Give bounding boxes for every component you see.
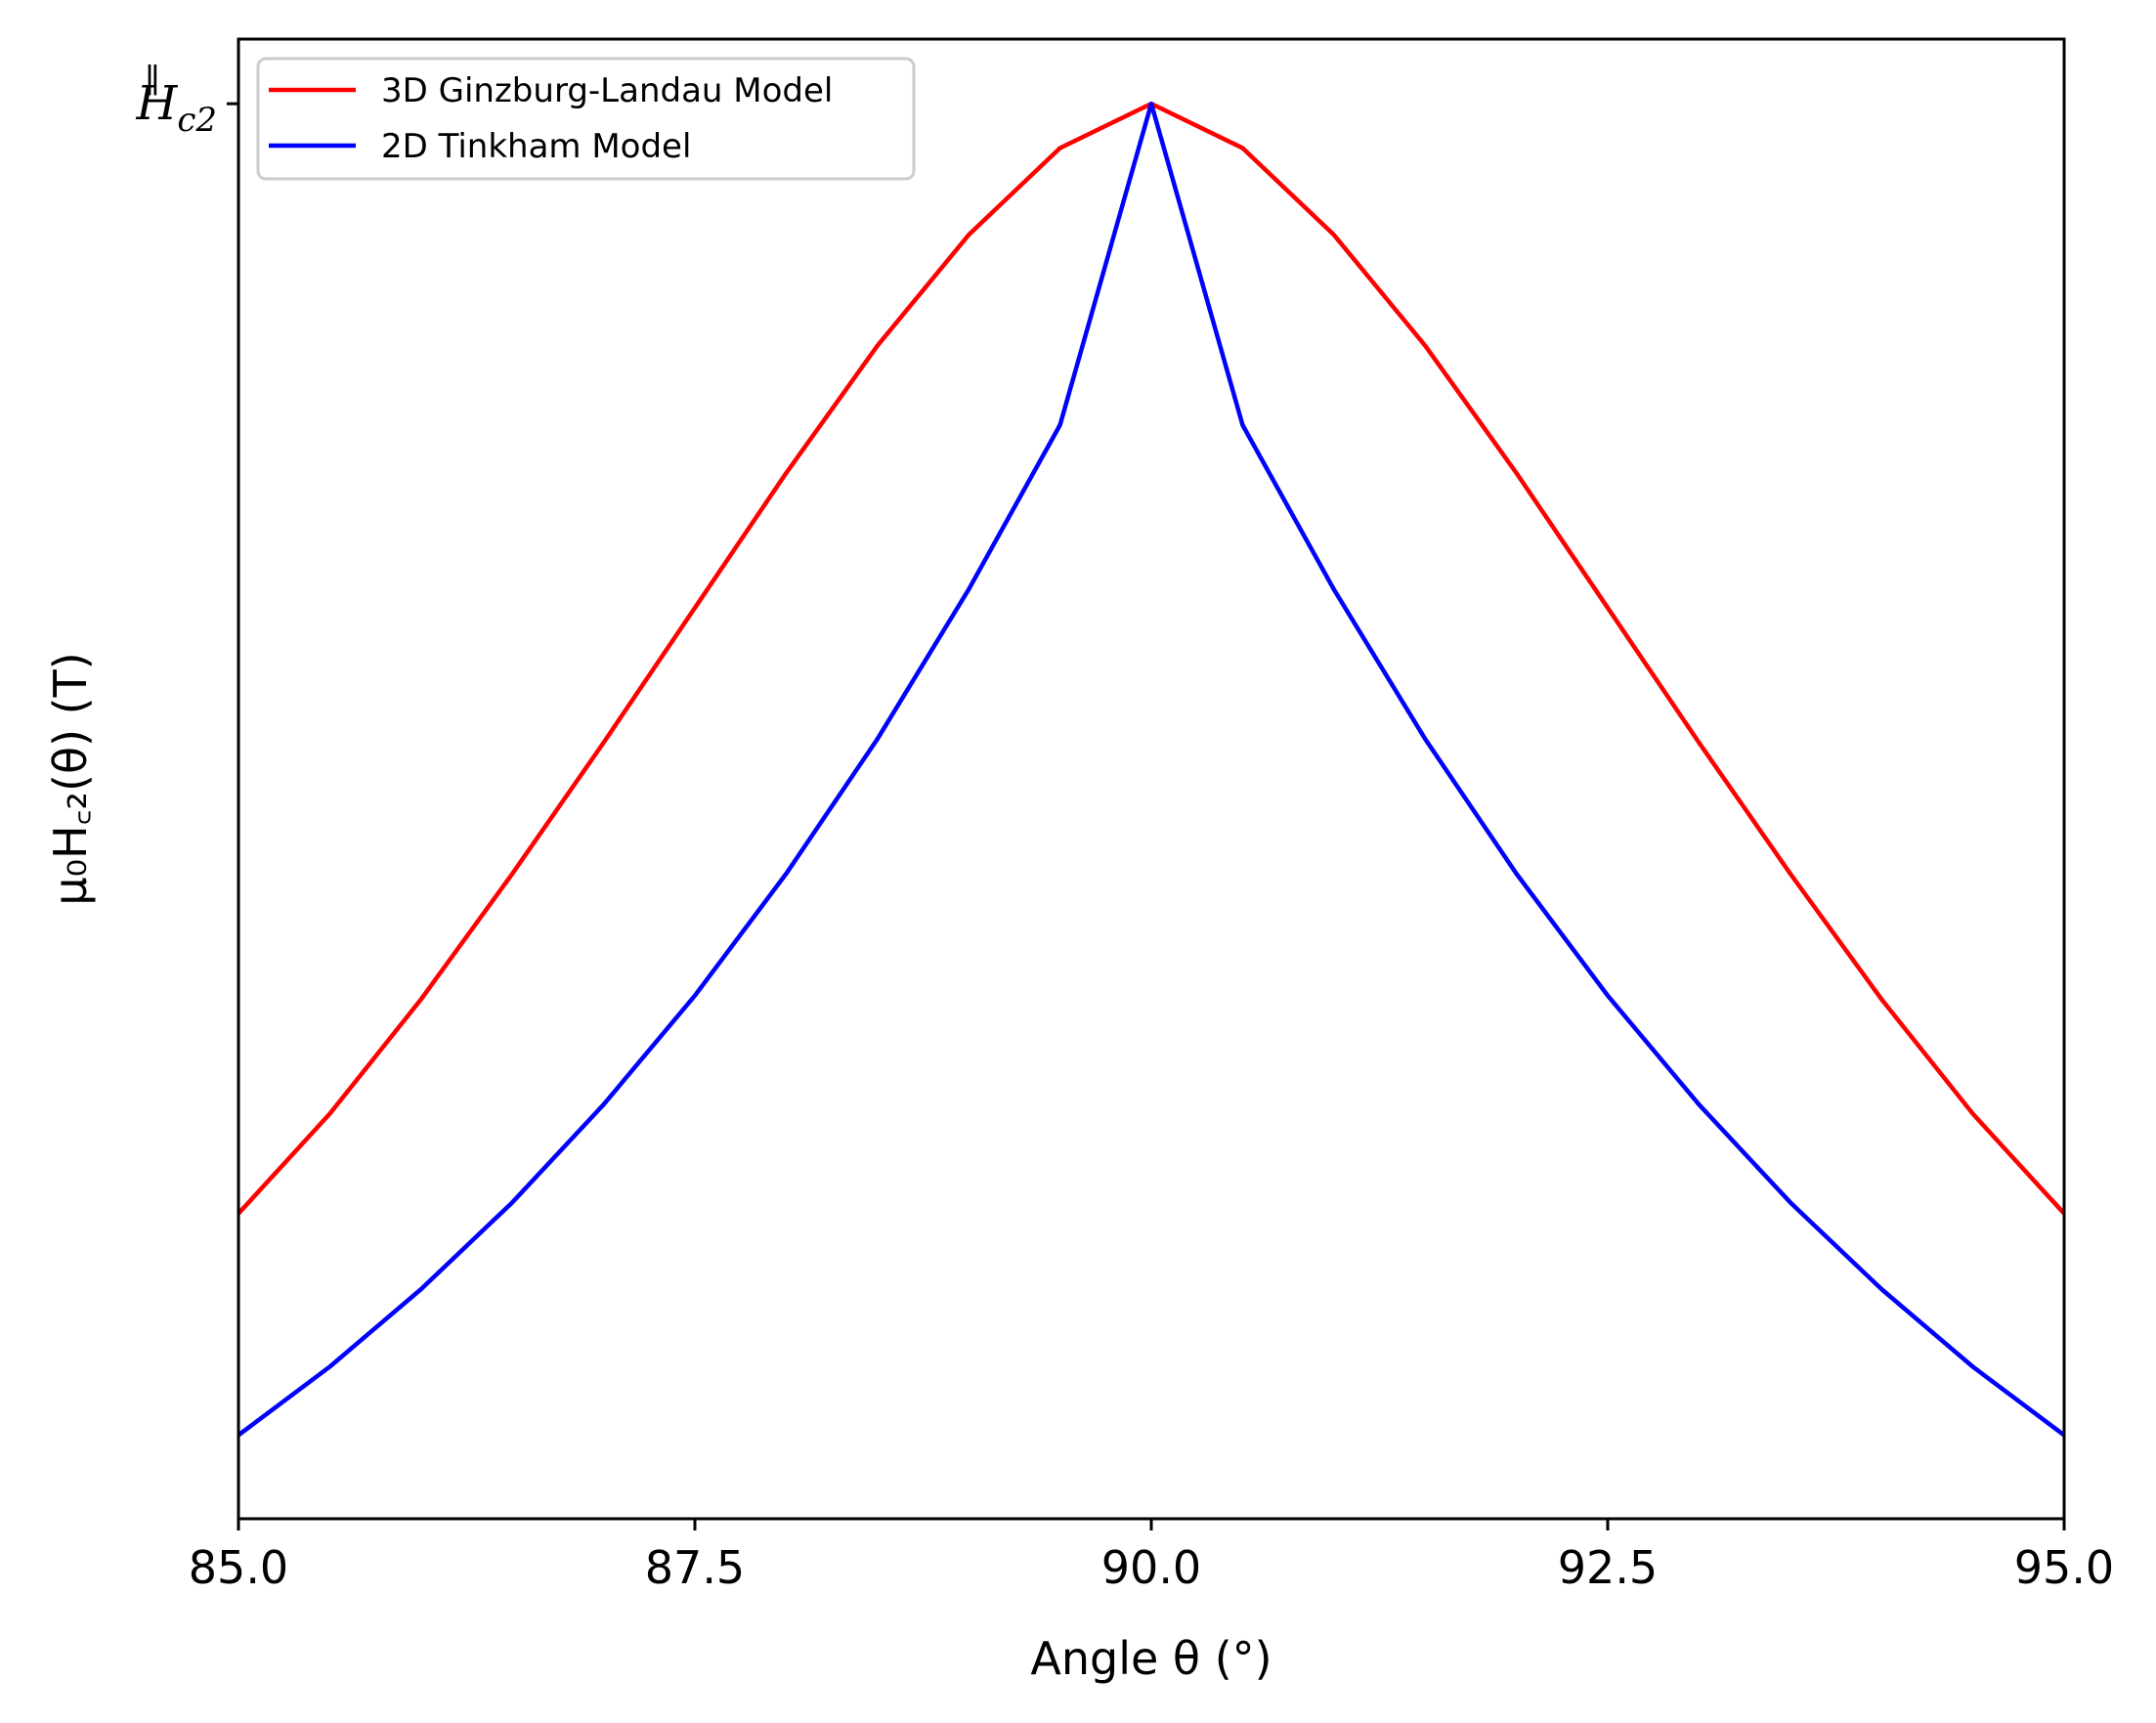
legend: 3D Ginzburg-Landau Model 2D Tinkham Mode… [256,57,916,181]
y-axis-label: μ₀H꜀₂(θ) (T) [44,652,97,905]
legend-label-2d-tinkham: 2D Tinkham Model [381,127,691,166]
x-tick-label: 87.5 [645,1541,745,1594]
legend-label-3d-gl: 3D Ginzburg-Landau Model [381,71,833,110]
y-ticks: Hc2∥ [135,62,238,140]
x-tick-label: 85.0 [189,1541,288,1594]
y-tick-label: Hc2 [135,76,217,140]
x-tick-label: 90.0 [1101,1541,1201,1594]
y-tick-label-superscript: ∥ [145,62,160,101]
series-line-2 [237,101,2066,1438]
x-axis-label: Angle θ (°) [1030,1632,1272,1685]
x-tick-label: 92.5 [1558,1541,1658,1594]
legend-box [256,57,916,181]
x-ticks: 85.0 87.5 90.0 92.5 95.0 [189,1519,2114,1594]
x-tick-label: 95.0 [2014,1541,2114,1594]
series-layer [237,101,2066,1438]
